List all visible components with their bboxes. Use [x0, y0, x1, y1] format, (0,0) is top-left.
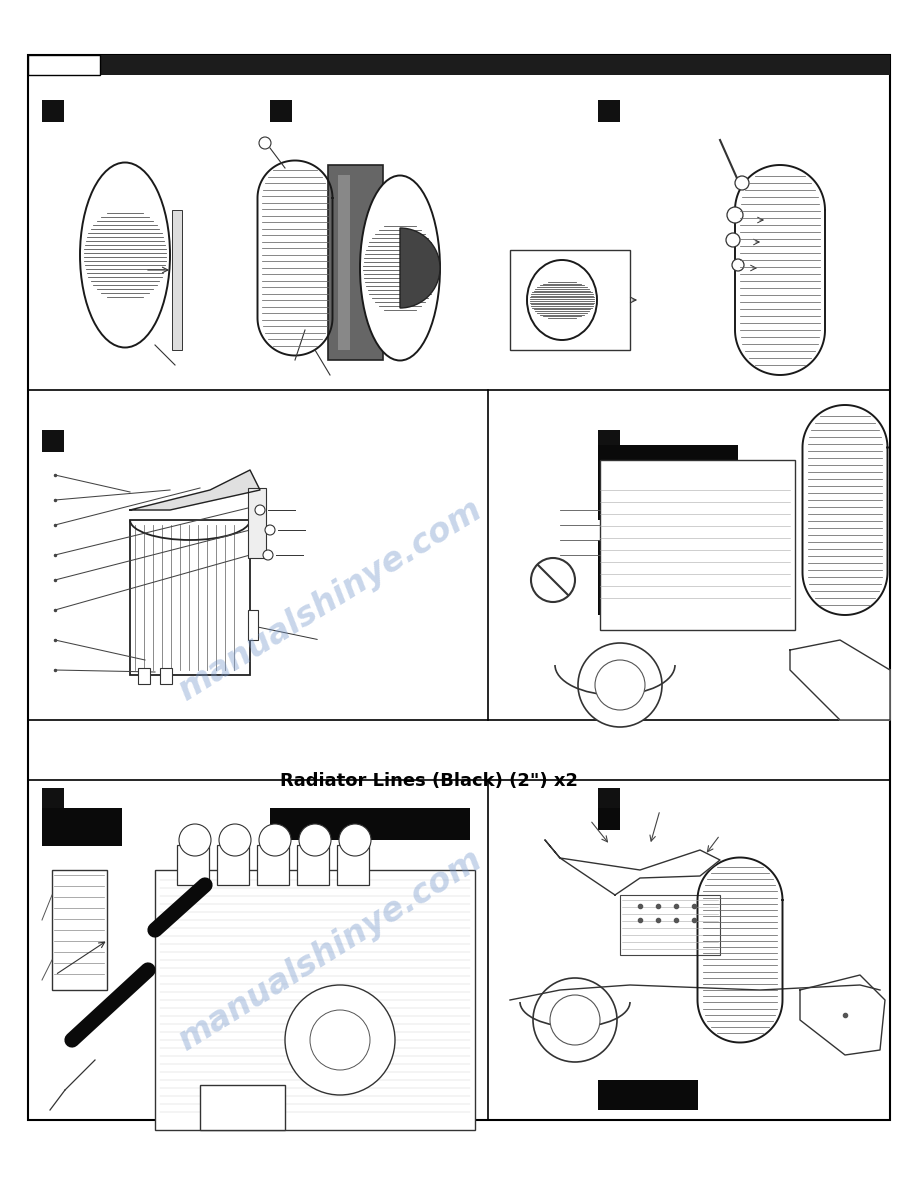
Text: manualshinye.com: manualshinye.com [172, 493, 488, 707]
Bar [598, 788, 620, 810]
Circle shape [219, 824, 251, 857]
Bar [270, 100, 292, 122]
Bar [328, 165, 383, 360]
Polygon shape [800, 975, 885, 1055]
Bar [28, 55, 890, 75]
Bar [598, 100, 620, 122]
Bar [598, 430, 620, 451]
Bar [510, 249, 630, 350]
Bar [28, 55, 100, 75]
Ellipse shape [80, 163, 170, 348]
Bar [52, 870, 107, 990]
Polygon shape [130, 470, 260, 510]
Circle shape [732, 259, 744, 271]
Circle shape [310, 1010, 370, 1070]
Circle shape [578, 643, 662, 727]
Ellipse shape [527, 260, 597, 340]
Bar [248, 488, 266, 558]
Circle shape [531, 558, 575, 602]
Bar [160, 668, 172, 684]
Bar [28, 55, 890, 1120]
Polygon shape [698, 858, 782, 1043]
Bar [217, 845, 249, 885]
Circle shape [339, 824, 371, 857]
Bar [172, 210, 182, 350]
Bar [200, 1085, 285, 1130]
Bar [177, 845, 209, 885]
Circle shape [285, 985, 395, 1095]
Polygon shape [802, 405, 888, 615]
Bar [257, 845, 289, 885]
Bar [620, 895, 720, 955]
Bar [598, 1080, 698, 1110]
Bar [598, 808, 620, 830]
Bar [155, 870, 475, 1130]
Bar [298, 1080, 473, 1118]
Bar [42, 430, 64, 451]
Bar [338, 175, 350, 350]
Bar [42, 788, 64, 810]
Ellipse shape [360, 176, 440, 360]
Circle shape [255, 505, 265, 516]
Circle shape [259, 824, 291, 857]
Bar [138, 668, 150, 684]
Bar [297, 845, 329, 885]
Circle shape [259, 137, 271, 148]
Bar [42, 100, 64, 122]
Polygon shape [735, 165, 825, 375]
Circle shape [299, 824, 331, 857]
Bar [598, 541, 738, 615]
Wedge shape [400, 228, 440, 308]
Circle shape [595, 661, 645, 710]
Circle shape [550, 996, 600, 1045]
Circle shape [533, 978, 617, 1062]
Circle shape [265, 525, 275, 535]
Bar [600, 460, 795, 630]
Circle shape [726, 233, 740, 247]
Bar [130, 520, 250, 675]
Bar [42, 808, 122, 846]
Circle shape [735, 176, 749, 190]
Circle shape [727, 207, 743, 223]
Circle shape [263, 550, 273, 560]
Polygon shape [258, 160, 332, 355]
Bar [248, 609, 258, 640]
Polygon shape [545, 840, 720, 895]
Bar [270, 808, 470, 840]
Bar [337, 845, 369, 885]
Bar [598, 446, 738, 520]
Text: Radiator Lines (Black) (2") x2: Radiator Lines (Black) (2") x2 [280, 772, 578, 790]
Text: manualshinye.com: manualshinye.com [172, 842, 488, 1057]
Circle shape [179, 824, 211, 857]
Polygon shape [790, 640, 890, 720]
